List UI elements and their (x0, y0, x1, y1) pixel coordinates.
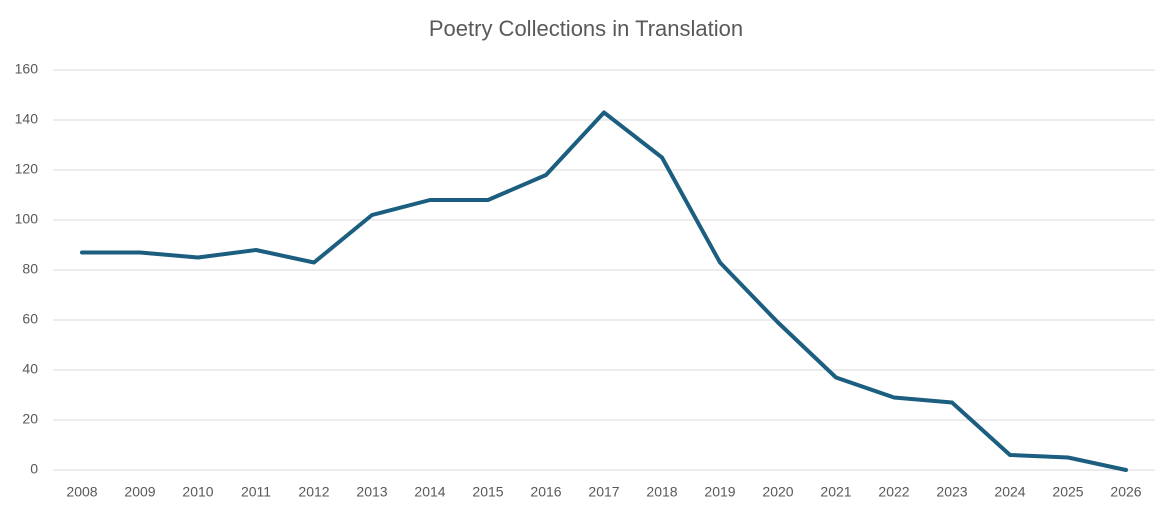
y-tick-label: 60 (22, 311, 38, 327)
chart-title: Poetry Collections in Translation (429, 16, 743, 41)
y-tick-label: 100 (15, 211, 39, 227)
x-tick-label: 2013 (356, 484, 387, 500)
x-tick-label: 2022 (878, 484, 909, 500)
x-tick-label: 2014 (414, 484, 445, 500)
x-tick-label: 2020 (762, 484, 793, 500)
x-tick-label: 2017 (588, 484, 619, 500)
y-tick-label: 120 (15, 161, 39, 177)
x-tick-label: 2025 (1052, 484, 1083, 500)
y-tick-label: 140 (15, 111, 39, 127)
y-tick-label: 0 (30, 461, 38, 477)
x-tick-label: 2018 (646, 484, 677, 500)
data-line (80, 110, 1128, 472)
y-tick-label: 160 (15, 61, 39, 77)
y-tick-label: 80 (22, 261, 38, 277)
x-tick-label: 2015 (472, 484, 503, 500)
x-tick-label: 2010 (182, 484, 213, 500)
x-tick-label: 2021 (820, 484, 851, 500)
y-tick-label: 20 (22, 411, 38, 427)
x-tick-label: 2023 (936, 484, 967, 500)
x-tick-label: 2019 (704, 484, 735, 500)
x-tick-label: 2009 (124, 484, 155, 500)
x-tick-label: 2024 (994, 484, 1025, 500)
x-tick-label: 2008 (66, 484, 97, 500)
x-tick-label: 2026 (1110, 484, 1141, 500)
y-tick-label: 40 (22, 361, 38, 377)
x-tick-label: 2012 (298, 484, 329, 500)
x-tick-label: 2016 (530, 484, 561, 500)
x-tick-label: 2011 (241, 484, 271, 500)
